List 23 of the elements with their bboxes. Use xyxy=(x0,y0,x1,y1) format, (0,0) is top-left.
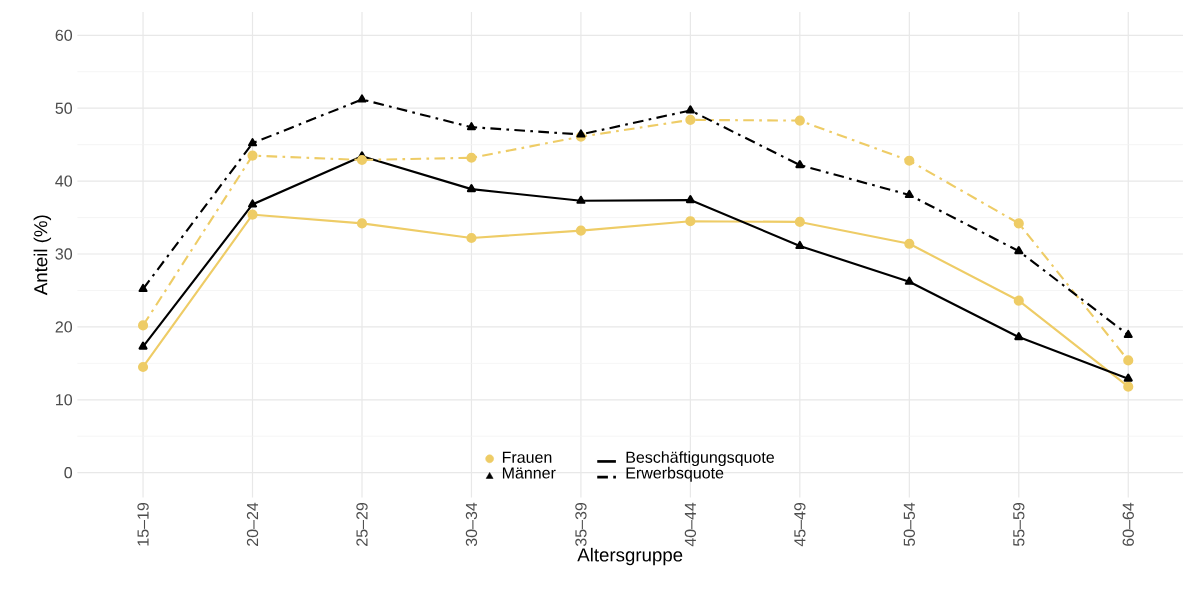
x-tick-label: 20–24 xyxy=(246,502,259,546)
annotation: Beschäftigungsquote xyxy=(626,450,774,466)
x-tick-label: 60–64 xyxy=(1122,502,1134,546)
y-axis-title: Anteil (%) xyxy=(33,215,52,295)
y-tick-label: 10 xyxy=(56,393,73,406)
y-tick-label: 40 xyxy=(55,175,73,187)
x-tick-label: 45–49 xyxy=(794,502,806,547)
x-tick-label: 40–44 xyxy=(684,502,697,547)
legend-label: Frauen xyxy=(502,451,552,463)
annotation: Erwerbsquote xyxy=(626,466,724,482)
x-tick-label: 25–29 xyxy=(356,502,368,546)
x-tick-label: 55–59 xyxy=(1013,502,1025,546)
y-tick-label: 0 xyxy=(64,466,73,479)
y-tick-label: 30 xyxy=(55,248,73,260)
x-tick-label: 30–34 xyxy=(465,502,478,546)
x-axis-title: Altersgruppe xyxy=(577,547,683,565)
x-tick-label: 50–54 xyxy=(903,502,915,546)
x-tick-label: 35–39 xyxy=(575,502,587,546)
x-tick-label: 15–19 xyxy=(137,502,149,546)
y-tick-label: 20 xyxy=(55,321,73,333)
y-tick-label: 60 xyxy=(55,29,73,41)
y-tick-label: 50 xyxy=(55,102,73,114)
legend-label: Männer xyxy=(502,467,556,479)
